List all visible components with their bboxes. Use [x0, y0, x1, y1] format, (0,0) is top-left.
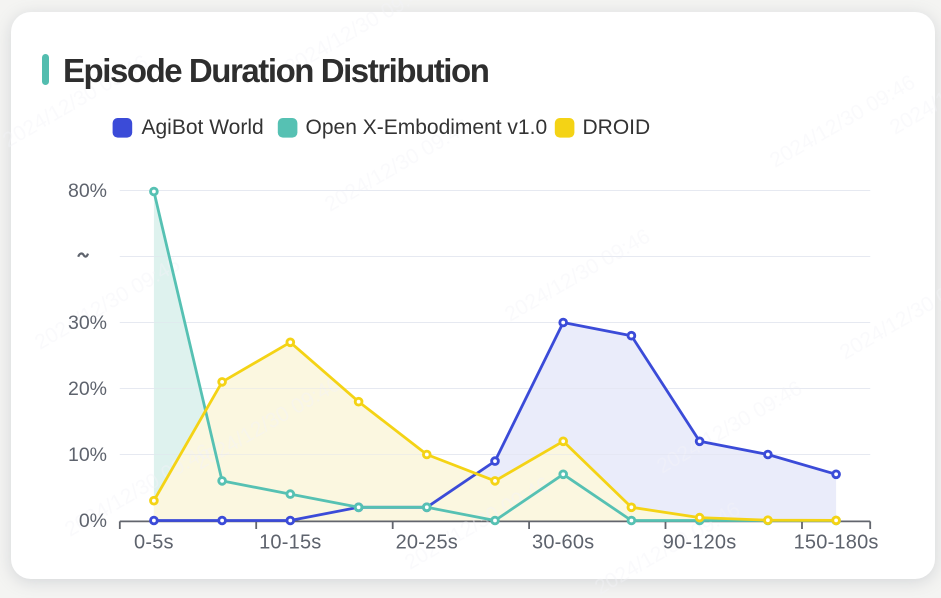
svg-text:Open X-Embodiment v1.0: Open X-Embodiment v1.0 — [306, 116, 548, 139]
svg-text:AgiBot World: AgiBot World — [142, 116, 264, 139]
svg-text:2024/12/30 09:46: 2024/12/30 09:46 — [501, 225, 654, 327]
svg-text:30-60s: 30-60s — [532, 532, 594, 554]
svg-text:20-25s: 20-25s — [396, 532, 458, 554]
svg-text:80%: 80% — [68, 180, 107, 202]
svg-text:2024/12/30 09:46: 2024/12/30 09:46 — [836, 263, 941, 365]
svg-text:150-180s: 150-180s — [794, 532, 879, 554]
svg-text:DROID: DROID — [583, 116, 651, 139]
svg-text:20%: 20% — [68, 378, 107, 400]
svg-text:10-15s: 10-15s — [259, 532, 321, 554]
svg-text:10%: 10% — [68, 444, 107, 466]
svg-text:0%: 0% — [79, 510, 107, 532]
svg-text:90-120s: 90-120s — [663, 532, 737, 554]
svg-text:0-5s: 0-5s — [134, 532, 174, 554]
svg-text:30%: 30% — [68, 312, 107, 334]
